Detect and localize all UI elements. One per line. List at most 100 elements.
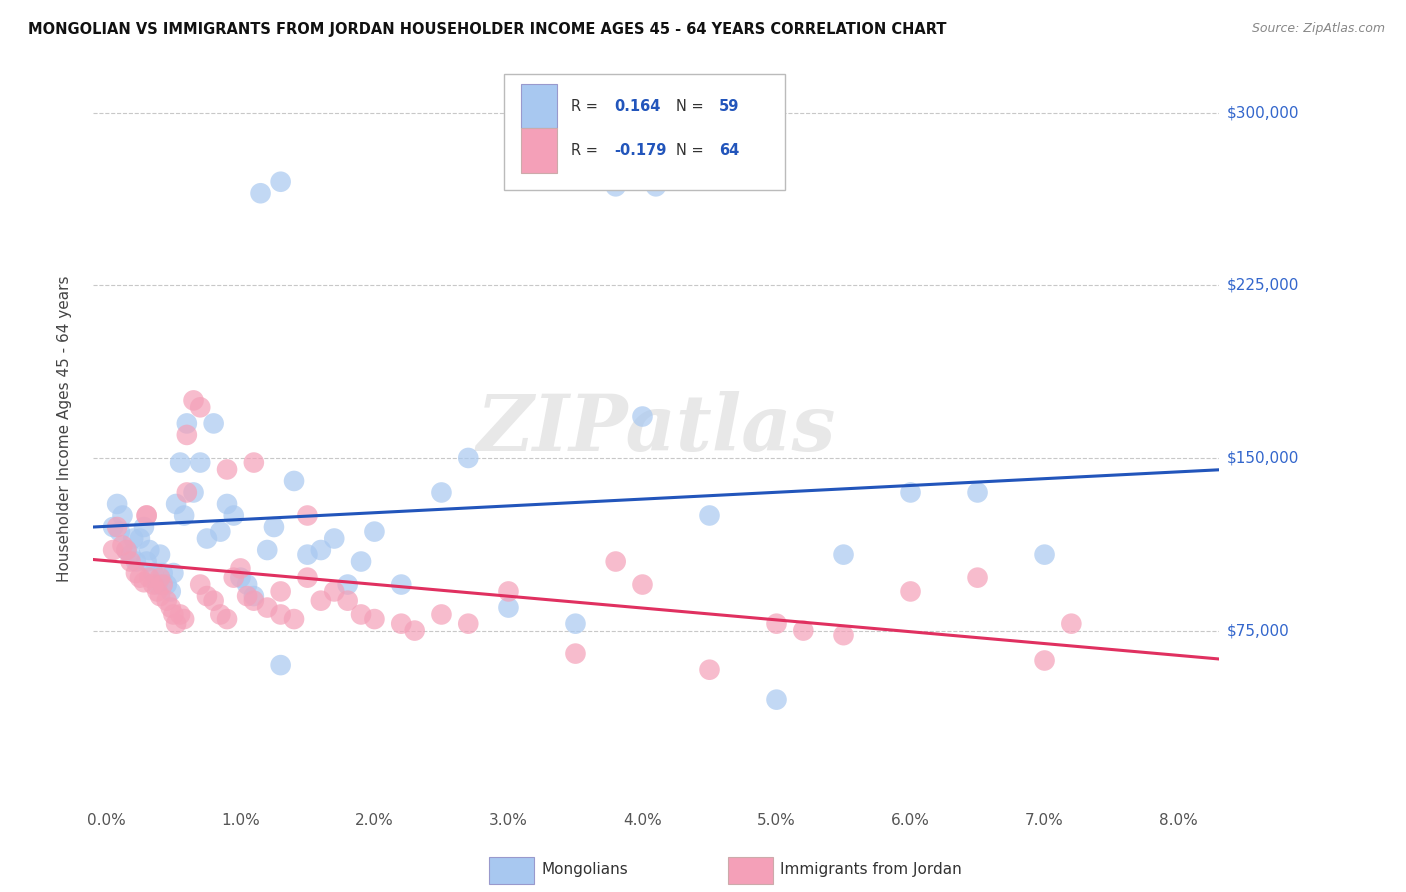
Point: [270, 175, 292, 189]
Point: [105, 497, 128, 511]
FancyBboxPatch shape: [520, 128, 557, 172]
Point: [498, 600, 520, 615]
Point: [173, 612, 195, 626]
Point: [222, 508, 245, 523]
Point: [162, 566, 184, 580]
Text: 0.164: 0.164: [614, 98, 661, 113]
Text: Source: ZipAtlas.com: Source: ZipAtlas.com: [1251, 22, 1385, 36]
Point: [564, 616, 586, 631]
Point: [176, 428, 198, 442]
Point: [792, 624, 814, 638]
Point: [229, 561, 252, 575]
Point: [699, 663, 721, 677]
Point: [122, 532, 145, 546]
Point: [900, 485, 922, 500]
Point: [108, 524, 131, 539]
Point: [363, 612, 385, 626]
Point: [135, 508, 157, 523]
Point: [125, 555, 148, 569]
Point: [162, 607, 184, 622]
Point: [195, 532, 218, 546]
Point: [149, 589, 172, 603]
Point: [1033, 653, 1056, 667]
Point: [142, 566, 165, 580]
Point: [389, 577, 412, 591]
Point: [644, 179, 666, 194]
Point: [229, 571, 252, 585]
Point: [169, 607, 191, 622]
Point: [146, 577, 169, 591]
Point: [323, 584, 346, 599]
Point: [111, 538, 134, 552]
Point: [169, 456, 191, 470]
Point: [173, 508, 195, 523]
Point: [120, 548, 142, 562]
Point: [209, 524, 232, 539]
Text: Immigrants from Jordan: Immigrants from Jordan: [780, 863, 962, 877]
Point: [249, 186, 271, 201]
Point: [605, 555, 627, 569]
Point: [165, 497, 187, 511]
Point: [900, 584, 922, 599]
Point: [129, 571, 152, 585]
Point: [309, 543, 332, 558]
Point: [605, 179, 627, 194]
Point: [297, 571, 319, 585]
FancyBboxPatch shape: [503, 74, 786, 190]
Point: [430, 485, 453, 500]
Point: [270, 584, 292, 599]
Point: [270, 607, 292, 622]
Point: [149, 571, 172, 585]
Point: [323, 532, 346, 546]
Point: [631, 577, 654, 591]
Point: [256, 600, 278, 615]
Text: 64: 64: [718, 144, 740, 159]
Point: [215, 612, 238, 626]
Point: [120, 555, 142, 569]
Point: [188, 401, 211, 415]
Point: [765, 692, 787, 706]
Point: [283, 474, 305, 488]
Text: ZIPatlas: ZIPatlas: [477, 391, 835, 467]
Text: MONGOLIAN VS IMMIGRANTS FROM JORDAN HOUSEHOLDER INCOME AGES 45 - 64 YEARS CORREL: MONGOLIAN VS IMMIGRANTS FROM JORDAN HOUS…: [28, 22, 946, 37]
Point: [176, 485, 198, 500]
Point: [699, 508, 721, 523]
Point: [243, 456, 266, 470]
Point: [101, 543, 124, 558]
Text: 59: 59: [718, 98, 740, 113]
Point: [115, 543, 138, 558]
Point: [142, 577, 165, 591]
Point: [129, 532, 152, 546]
Point: [135, 555, 157, 569]
Text: $75,000: $75,000: [1227, 624, 1289, 638]
Text: -0.179: -0.179: [614, 144, 666, 159]
Point: [115, 543, 138, 558]
Point: [336, 593, 359, 607]
Point: [564, 647, 586, 661]
Point: [256, 543, 278, 558]
Point: [243, 593, 266, 607]
FancyBboxPatch shape: [520, 84, 557, 128]
Point: [132, 575, 155, 590]
Point: [159, 600, 181, 615]
Point: [125, 566, 148, 580]
Point: [336, 577, 359, 591]
Point: [631, 409, 654, 424]
Point: [202, 417, 225, 431]
Point: [132, 520, 155, 534]
Point: [195, 589, 218, 603]
Point: [350, 555, 373, 569]
Point: [404, 624, 426, 638]
Point: [215, 462, 238, 476]
Point: [1033, 548, 1056, 562]
Point: [188, 456, 211, 470]
Text: $300,000: $300,000: [1227, 105, 1299, 120]
Point: [156, 593, 179, 607]
Point: [236, 589, 259, 603]
Text: R =: R =: [571, 98, 603, 113]
Point: [146, 584, 169, 599]
Point: [159, 584, 181, 599]
Text: $150,000: $150,000: [1227, 450, 1299, 466]
Point: [156, 577, 179, 591]
Text: N =: N =: [676, 98, 709, 113]
